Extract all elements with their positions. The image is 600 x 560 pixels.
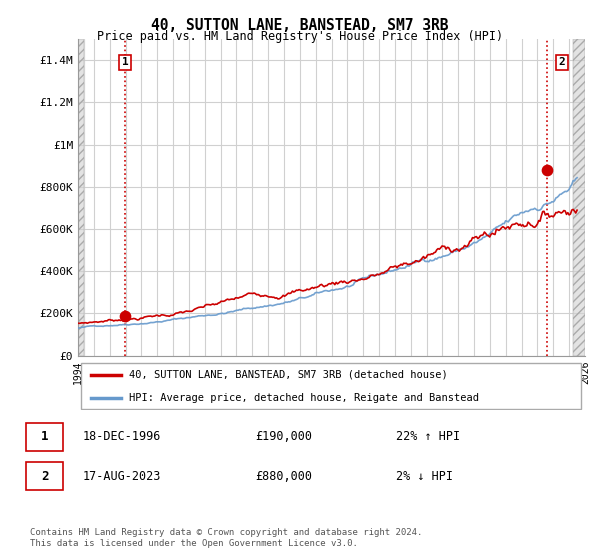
Text: 1: 1 — [41, 430, 49, 444]
Point — [542, 166, 552, 175]
Text: HPI: Average price, detached house, Reigate and Banstead: HPI: Average price, detached house, Reig… — [128, 393, 479, 403]
Point — [120, 311, 130, 320]
Bar — [573, 39, 585, 356]
Bar — [78, 39, 85, 356]
Text: Price paid vs. HM Land Registry's House Price Index (HPI): Price paid vs. HM Land Registry's House … — [97, 30, 503, 43]
Text: 18-DEC-1996: 18-DEC-1996 — [83, 430, 161, 444]
Bar — [573, 39, 585, 356]
Text: 40, SUTTON LANE, BANSTEAD, SM7 3RB (detached house): 40, SUTTON LANE, BANSTEAD, SM7 3RB (deta… — [128, 370, 448, 380]
Text: £880,000: £880,000 — [255, 469, 312, 483]
Text: 22% ↑ HPI: 22% ↑ HPI — [396, 430, 460, 444]
FancyBboxPatch shape — [26, 423, 63, 451]
Text: Contains HM Land Registry data © Crown copyright and database right 2024.
This d: Contains HM Land Registry data © Crown c… — [30, 528, 422, 548]
Text: 2% ↓ HPI: 2% ↓ HPI — [396, 469, 453, 483]
Text: 40, SUTTON LANE, BANSTEAD, SM7 3RB: 40, SUTTON LANE, BANSTEAD, SM7 3RB — [151, 18, 449, 33]
FancyBboxPatch shape — [80, 363, 581, 409]
Text: 2: 2 — [559, 58, 565, 67]
Text: 2: 2 — [41, 469, 49, 483]
Bar — [78, 39, 85, 356]
FancyBboxPatch shape — [26, 462, 63, 490]
Text: 17-AUG-2023: 17-AUG-2023 — [83, 469, 161, 483]
Text: £190,000: £190,000 — [255, 430, 312, 444]
Text: 1: 1 — [122, 58, 128, 67]
